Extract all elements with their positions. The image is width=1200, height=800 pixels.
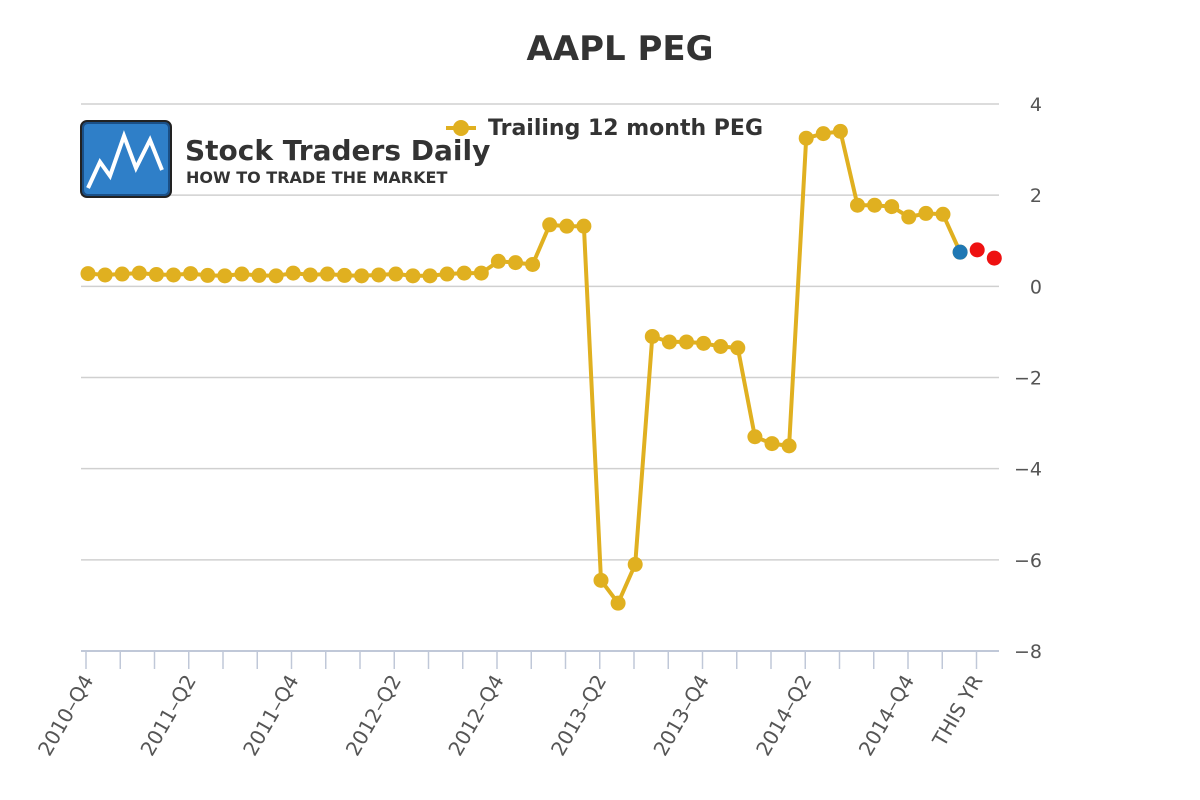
logo-zigzag-icon	[86, 130, 164, 189]
data-point[interactable]	[644, 328, 660, 344]
y-tick-label: −8	[1014, 641, 1042, 663]
legend[interactable]: Trailing 12 month PEG	[446, 116, 763, 141]
series-trailing-peg	[87, 129, 962, 606]
logo-title: Stock Traders Daily	[185, 134, 490, 167]
y-tick-label: −2	[1014, 368, 1042, 390]
data-point[interactable]	[610, 595, 626, 611]
data-point[interactable]	[593, 572, 609, 588]
data-point[interactable]	[200, 267, 216, 283]
data-point[interactable]	[798, 130, 814, 146]
data-point[interactable]	[679, 334, 694, 350]
data-point[interactable]	[490, 253, 506, 269]
y-axis-ticks: 4 2 0 −2 −4 −6 −8	[1014, 94, 1042, 663]
stock-traders-daily-logo: Stock Traders Daily HOW TO TRADE THE MAR…	[80, 120, 490, 198]
data-point[interactable]	[97, 267, 113, 283]
series-line	[87, 129, 962, 606]
data-point[interactable]	[559, 218, 575, 234]
data-point[interactable]	[661, 334, 677, 350]
highlighted-points	[952, 242, 1002, 266]
data-point[interactable]	[850, 197, 865, 213]
y-tick-label: 2	[1030, 185, 1042, 207]
data-point[interactable]	[354, 268, 370, 284]
data-point[interactable]	[918, 205, 934, 221]
data-point[interactable]	[131, 265, 147, 281]
x-tick-label: 2012–Q2	[341, 671, 406, 760]
data-point[interactable]	[371, 267, 387, 283]
data-point[interactable]	[114, 266, 130, 282]
legend-marker	[453, 120, 469, 136]
legend-label: Trailing 12 month PEG	[488, 116, 763, 141]
data-point[interactable]	[508, 255, 523, 271]
x-tick-label: 2011–Q4	[238, 671, 303, 760]
data-point[interactable]	[764, 436, 780, 452]
series-trailing-peg-points	[80, 123, 968, 611]
data-point[interactable]	[285, 265, 301, 281]
data-point[interactable]	[832, 123, 848, 139]
data-point[interactable]	[251, 267, 267, 283]
data-point[interactable]	[867, 197, 883, 213]
x-tick-label: 2010–Q4	[33, 671, 98, 760]
y-tick-label: 0	[1030, 276, 1042, 298]
data-point[interactable]	[815, 126, 831, 142]
chart-title: AAPL PEG	[526, 29, 713, 69]
data-point[interactable]	[525, 256, 541, 272]
data-point[interactable]	[439, 266, 455, 282]
data-point[interactable]	[730, 340, 746, 356]
highlight-point[interactable]	[986, 250, 1002, 266]
y-tick-label: −6	[1014, 550, 1042, 572]
x-tick-label: THIS YR	[927, 670, 987, 751]
x-axis: 2010–Q4 2011–Q2 2011–Q4 2012–Q2 2012–Q4 2013–…	[33, 650, 999, 760]
data-point[interactable]	[696, 335, 712, 351]
x-tick-label: 2014–Q4	[854, 671, 919, 760]
data-point[interactable]	[302, 267, 318, 283]
y-tick-label: 4	[1030, 94, 1042, 116]
data-point[interactable]	[901, 209, 917, 225]
data-point[interactable]	[422, 268, 438, 284]
highlight-point[interactable]	[952, 244, 968, 260]
logo-subtitle: HOW TO TRADE THE MARKET	[186, 168, 447, 187]
data-point[interactable]	[576, 218, 592, 234]
data-point[interactable]	[542, 217, 558, 233]
data-point[interactable]	[781, 438, 797, 454]
y-tick-label: −4	[1014, 459, 1042, 481]
data-point[interactable]	[747, 429, 763, 445]
data-point[interactable]	[627, 556, 643, 572]
data-point[interactable]	[80, 266, 96, 282]
data-point[interactable]	[234, 266, 250, 282]
data-point[interactable]	[473, 265, 489, 281]
data-point[interactable]	[456, 265, 472, 281]
data-point[interactable]	[388, 266, 404, 282]
x-tick-label: 2011–Q2	[135, 671, 200, 760]
highlight-point[interactable]	[969, 242, 985, 258]
data-point[interactable]	[935, 206, 951, 222]
data-point[interactable]	[337, 267, 352, 283]
x-tick-label: 2014–Q2	[751, 671, 816, 760]
data-point[interactable]	[166, 267, 181, 283]
data-point[interactable]	[183, 266, 199, 282]
data-point[interactable]	[405, 268, 421, 284]
logo-box-inner	[84, 124, 168, 194]
data-point[interactable]	[148, 266, 164, 282]
x-tick-label: 2013–Q2	[546, 671, 611, 760]
data-point[interactable]	[319, 266, 335, 282]
data-point[interactable]	[713, 339, 729, 355]
data-point[interactable]	[268, 268, 284, 284]
data-point[interactable]	[217, 268, 233, 284]
x-tick-label: 2012–Q4	[443, 671, 508, 760]
x-tick-label: 2013–Q4	[648, 671, 713, 760]
data-point[interactable]	[884, 199, 900, 215]
